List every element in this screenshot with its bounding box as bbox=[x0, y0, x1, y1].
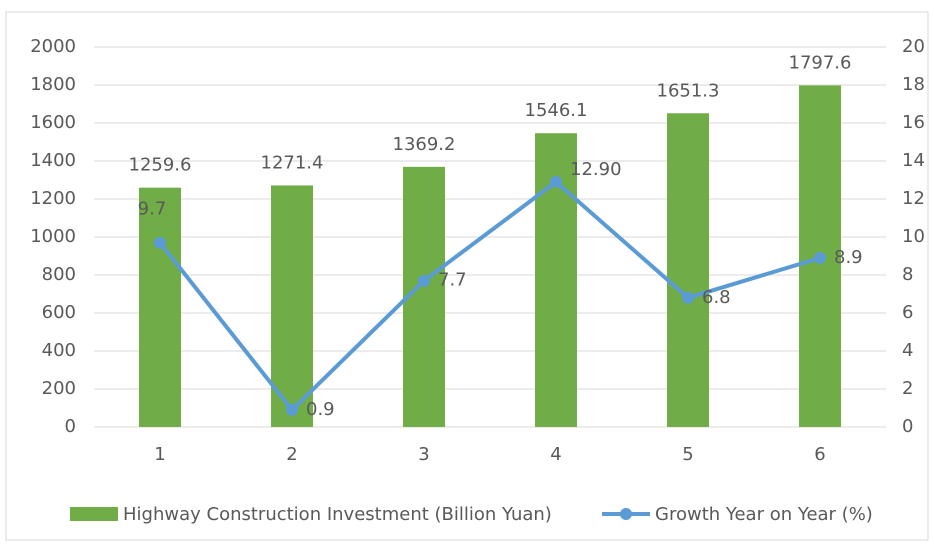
x-tick-label: 2 bbox=[286, 444, 297, 465]
x-tick-label: 4 bbox=[550, 444, 561, 465]
line-value-label: 12.90 bbox=[570, 159, 622, 180]
x-tick-label: 3 bbox=[418, 444, 429, 465]
y-tick-label: 400 bbox=[42, 340, 76, 361]
x-tick-label: 5 bbox=[682, 444, 693, 465]
y-tick-label: 1800 bbox=[30, 74, 76, 95]
line-marker bbox=[286, 403, 298, 416]
line-marker bbox=[550, 175, 562, 188]
y2-tick-label: 8 bbox=[902, 264, 913, 285]
y-tick-label: 0 bbox=[65, 416, 76, 437]
line-value-label: 7.7 bbox=[438, 270, 467, 291]
y2-tick-label: 4 bbox=[902, 340, 913, 361]
line-value-label: 8.9 bbox=[834, 247, 863, 268]
bar bbox=[271, 185, 313, 427]
bar-value-label: 1651.3 bbox=[657, 80, 720, 101]
y-tick-label: 200 bbox=[42, 378, 76, 399]
line-value-label: 0.9 bbox=[306, 399, 335, 420]
bar-value-label: 1271.4 bbox=[261, 152, 324, 173]
y-tick-label: 1200 bbox=[30, 188, 76, 209]
x-tick-label: 6 bbox=[814, 444, 825, 465]
x-tick-label: 1 bbox=[154, 444, 165, 465]
bar bbox=[667, 113, 709, 428]
y2-tick-label: 20 bbox=[902, 36, 925, 57]
y2-tick-label: 6 bbox=[902, 302, 913, 323]
line bbox=[158, 179, 821, 412]
y2-tick-label: 12 bbox=[902, 188, 925, 209]
y-tick-label: 1400 bbox=[30, 150, 76, 171]
bar-value-label: 1369.2 bbox=[393, 134, 456, 155]
line-marker bbox=[154, 236, 166, 249]
y2-tick-label: 14 bbox=[902, 150, 925, 171]
y2-tick-label: 18 bbox=[902, 74, 925, 95]
y2-tick-label: 2 bbox=[902, 378, 913, 399]
y2-tick-label: 10 bbox=[902, 226, 925, 247]
y-tick-label: 2000 bbox=[30, 36, 76, 57]
line-value-label: 9.7 bbox=[138, 199, 167, 220]
y2-tick-label: 0 bbox=[902, 416, 913, 437]
y-tick-label: 1600 bbox=[30, 112, 76, 133]
line-marker bbox=[814, 251, 826, 264]
y-tick-label: 1000 bbox=[30, 226, 76, 247]
y-tick-label: 600 bbox=[42, 302, 76, 323]
y-tick-label: 800 bbox=[42, 264, 76, 285]
line-value-label: 6.8 bbox=[702, 287, 731, 308]
legend-swatch bbox=[70, 507, 118, 521]
bar-value-label: 1797.6 bbox=[789, 52, 852, 73]
y2-tick-label: 16 bbox=[902, 112, 925, 133]
bar-value-label: 1259.6 bbox=[129, 155, 192, 176]
line-marker bbox=[682, 291, 694, 304]
legend-label: Highway Construction Investment (Billion… bbox=[123, 504, 552, 525]
bar bbox=[139, 187, 181, 427]
line-marker bbox=[418, 274, 430, 287]
bar-value-label: 1546.1 bbox=[525, 100, 588, 121]
legend-label: Growth Year on Year (%) bbox=[655, 504, 873, 525]
legend-swatch-marker bbox=[620, 508, 632, 520]
